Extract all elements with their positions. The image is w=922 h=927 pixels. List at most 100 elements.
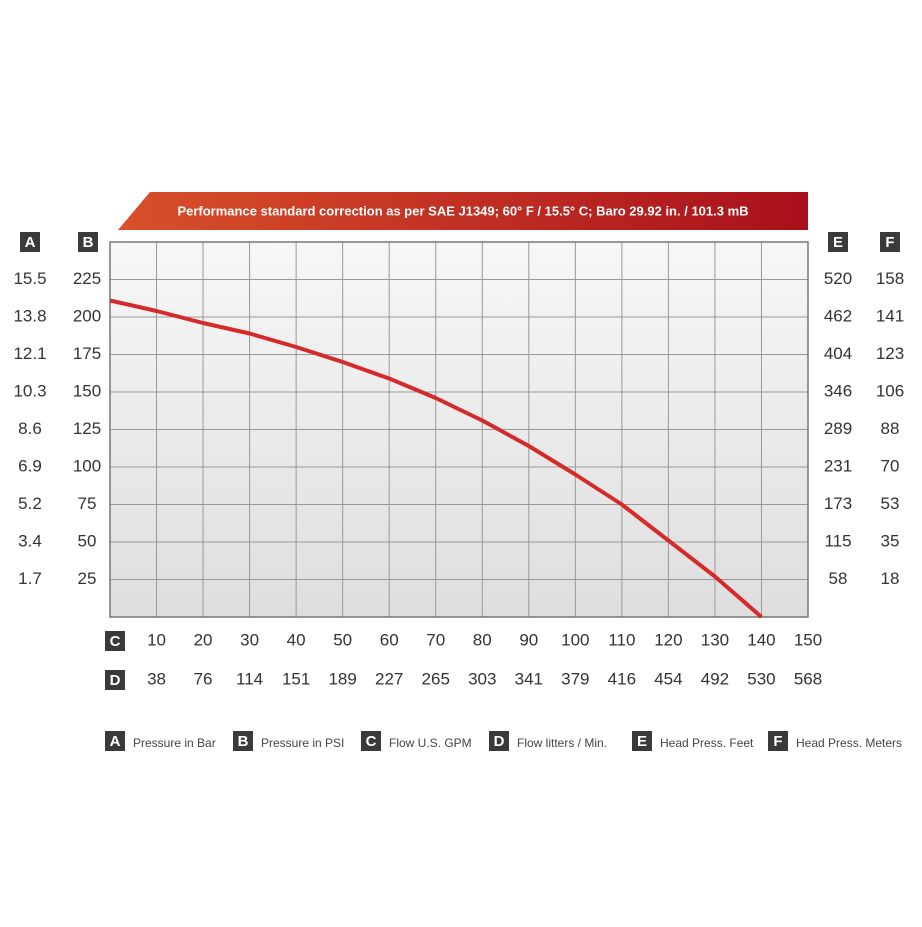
- x-tick-label: 100: [561, 630, 589, 649]
- y-tick-label: 125: [73, 419, 101, 438]
- y-tick-label: 15.5: [13, 269, 46, 288]
- grid: [110, 242, 809, 617]
- chart-title: Performance standard correction as per S…: [177, 203, 748, 218]
- y-tick-label: 173: [824, 494, 852, 513]
- x-tick-label: 189: [328, 669, 356, 688]
- x-tick-label: 151: [282, 669, 310, 688]
- y-tick-label: 12.1: [13, 344, 46, 363]
- y-tick-label: 25: [78, 569, 97, 588]
- key-box: [632, 731, 652, 751]
- y-tick-label: 13.8: [13, 306, 46, 325]
- x-tick-label: 30: [240, 630, 259, 649]
- x-tick-label: 50: [333, 630, 352, 649]
- legend-text: Flow litters / Min.: [517, 736, 607, 750]
- y-tick-label: 18: [881, 569, 900, 588]
- y-tick-label: 53: [881, 494, 900, 513]
- y-tick-label: 75: [78, 494, 97, 513]
- y-tick-label: 115: [824, 531, 851, 550]
- legend-text: Head Press. Meters: [796, 736, 902, 750]
- y-tick-label: 88: [881, 419, 900, 438]
- y-tick-label: 158: [876, 269, 904, 288]
- y-tick-label: 70: [881, 456, 900, 475]
- key-letter: B: [83, 234, 94, 251]
- y-tick-label: 289: [824, 419, 852, 438]
- y-tick-label: 123: [876, 344, 904, 363]
- legend-text: Head Press. Feet: [660, 736, 754, 750]
- x-tick-label: 530: [747, 669, 775, 688]
- legend-text: Pressure in Bar: [133, 736, 216, 750]
- y-tick-label: 150: [73, 381, 101, 400]
- x-tick-label: 60: [380, 630, 399, 649]
- x-tick-label: 130: [701, 630, 729, 649]
- legend-text: Pressure in PSI: [261, 736, 344, 750]
- key-box: [78, 232, 98, 252]
- x-tick-label: 379: [561, 669, 589, 688]
- x-tick-label: 454: [654, 669, 682, 688]
- y-tick-label: 100: [73, 456, 101, 475]
- y-tick-label: 5.2: [18, 494, 42, 513]
- x-tick-label: 90: [519, 630, 538, 649]
- key-box: [361, 731, 381, 751]
- y-tick-label: 200: [73, 306, 101, 325]
- legend-text: Flow U.S. GPM: [389, 736, 472, 750]
- key-box: [880, 232, 900, 252]
- y-tick-label: 231: [824, 456, 852, 475]
- y-tick-label: 141: [876, 306, 904, 325]
- x-tick-label: 70: [426, 630, 445, 649]
- y-tick-label: 225: [73, 269, 101, 288]
- title-banner: [118, 192, 808, 230]
- x-tick-label: 110: [608, 630, 635, 649]
- key-box: [20, 232, 40, 252]
- key-box: [105, 631, 125, 651]
- key-letter: A: [110, 733, 121, 750]
- key-letter: F: [885, 234, 894, 251]
- key-box: [105, 670, 125, 690]
- key-letter: F: [773, 733, 782, 750]
- x-tick-label: 150: [794, 630, 822, 649]
- key-letter: E: [637, 733, 647, 750]
- x-tick-label: 265: [422, 669, 450, 688]
- key-box: [768, 731, 788, 751]
- x-tick-label: 227: [375, 669, 403, 688]
- y-tick-label: 106: [876, 381, 904, 400]
- y-tick-label: 35: [881, 531, 900, 550]
- x-tick-label: 341: [515, 669, 543, 688]
- key-letter: B: [238, 733, 249, 750]
- curve: [109, 298, 763, 619]
- key-letter: C: [366, 733, 377, 750]
- y-tick-label: 6.9: [18, 456, 42, 475]
- x-tick-label: 568: [794, 669, 822, 688]
- x-tick-label: 10: [147, 630, 166, 649]
- key-box: [489, 731, 509, 751]
- y-tick-label: 8.6: [18, 419, 42, 438]
- x-tick-label: 80: [473, 630, 492, 649]
- x-tick-label: 38: [147, 669, 166, 688]
- y-tick-label: 462: [824, 306, 852, 325]
- x-tick-label: 492: [701, 669, 729, 688]
- key-box: [828, 232, 848, 252]
- key-letter: E: [833, 234, 843, 251]
- x-tick-label: 303: [468, 669, 496, 688]
- key-letter: A: [25, 234, 36, 251]
- x-tick-label: 76: [194, 669, 213, 688]
- key-box: [233, 731, 253, 751]
- key-letter: D: [494, 733, 505, 750]
- plot-border: [109, 241, 809, 618]
- x-tick-label: 140: [747, 630, 775, 649]
- y-tick-label: 50: [78, 531, 97, 550]
- y-tick-label: 58: [829, 569, 848, 588]
- y-tick-label: 1.7: [18, 569, 42, 588]
- y-tick-label: 404: [824, 344, 852, 363]
- y-tick-label: 520: [824, 269, 852, 288]
- x-tick-label: 416: [608, 669, 636, 688]
- key-letter: C: [110, 633, 121, 650]
- y-tick-label: 175: [73, 344, 101, 363]
- x-tick-label: 40: [287, 630, 306, 649]
- x-tick-label: 120: [654, 630, 682, 649]
- x-tick-label: 114: [236, 669, 263, 688]
- x-tick-label: 20: [194, 630, 213, 649]
- y-tick-label: 10.3: [13, 381, 46, 400]
- y-tick-label: 3.4: [18, 531, 42, 550]
- key-letter: D: [110, 672, 121, 689]
